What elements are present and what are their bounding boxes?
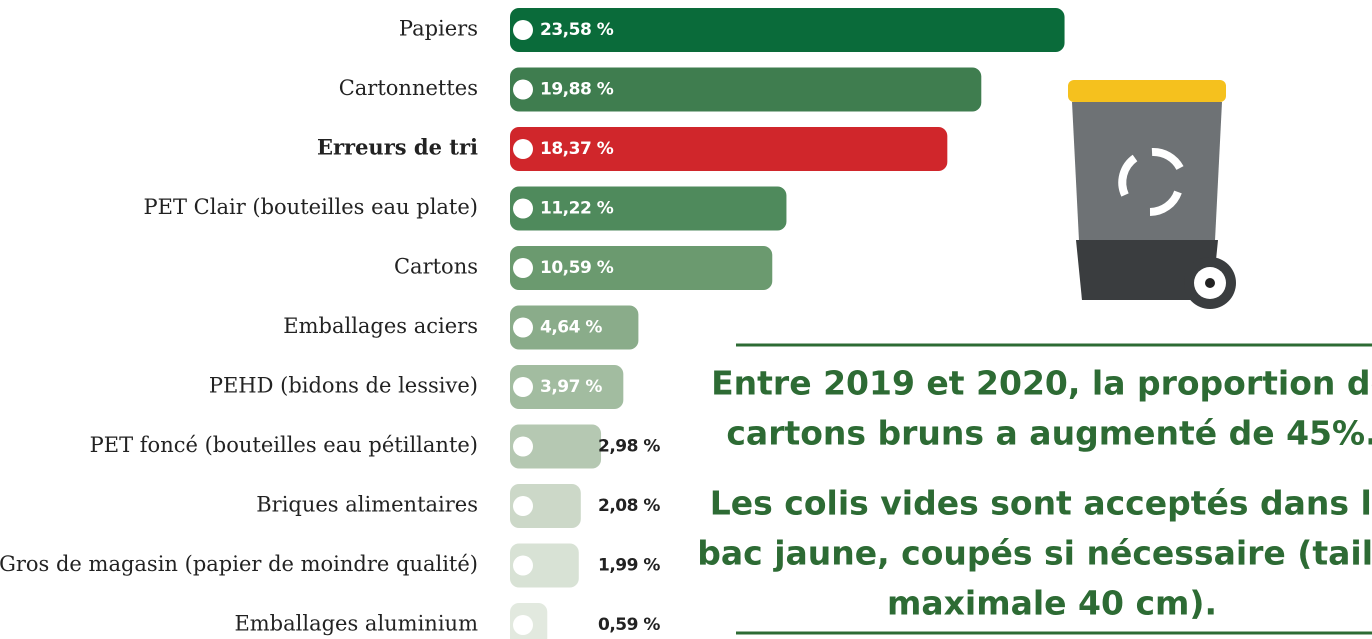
- bar-dot: [513, 496, 533, 516]
- category-label: Cartonnettes: [339, 76, 478, 100]
- annotation: bac jaune, coupés si nécessaire (taille: [697, 534, 1372, 573]
- bar: [510, 305, 639, 350]
- bar-dot: [513, 79, 533, 100]
- category-label: Gros de magasin (papier de moindre quali…: [0, 552, 478, 576]
- bar-dot: [513, 139, 533, 159]
- category-label: PEHD (bidons de lessive): [209, 374, 478, 398]
- bin-icon: [1068, 80, 1236, 309]
- category-label: Papiers: [399, 17, 478, 41]
- bar: [510, 246, 773, 290]
- category-label: Cartons: [394, 255, 478, 279]
- category-label: Briques alimentaires: [256, 493, 478, 517]
- value-label: 0,59 %: [598, 615, 660, 635]
- bar-dot: [513, 615, 533, 635]
- bar: [510, 8, 1065, 52]
- value-label: 11,22 %: [540, 199, 614, 219]
- value-label: 19,88 %: [540, 80, 614, 100]
- annotation: maximale 40 cm).: [887, 584, 1217, 623]
- bar-dot: [513, 555, 533, 576]
- bar: [510, 365, 624, 409]
- value-label: 18,37 %: [540, 139, 614, 159]
- category-label: Emballages aciers: [283, 314, 478, 338]
- bar: [510, 186, 787, 231]
- bar: [510, 424, 602, 469]
- bar-dot: [513, 436, 533, 457]
- category-label: PET foncé (bouteilles eau pétillante): [90, 433, 478, 457]
- value-label: 23,58 %: [540, 20, 614, 40]
- bar-dot: [513, 317, 533, 338]
- bar: [510, 484, 581, 528]
- value-label: 4,64 %: [540, 318, 602, 338]
- bar: [510, 67, 982, 112]
- category-label: PET Clair (bouteilles eau plate): [144, 195, 478, 219]
- category-label: Emballages aluminium: [234, 612, 478, 636]
- bar-dot: [513, 20, 533, 40]
- bar-dot: [513, 258, 533, 278]
- bar-dot: [513, 377, 533, 397]
- bar: [510, 543, 579, 588]
- bar-dot: [513, 198, 533, 219]
- value-label: 2,98 %: [598, 437, 660, 457]
- annotation: Les colis vides sont acceptés dans le: [710, 484, 1372, 523]
- category-label: Erreurs de tri: [317, 135, 478, 160]
- value-label: 2,08 %: [598, 496, 660, 516]
- annotation: Entre 2019 et 2020, la proportion de: [711, 364, 1372, 403]
- bar: [510, 127, 948, 171]
- annotation: cartons bruns a augmenté de 45%.: [726, 414, 1372, 453]
- value-label: 10,59 %: [540, 258, 614, 278]
- value-label: 1,99 %: [598, 556, 660, 576]
- value-label: 3,97 %: [540, 377, 602, 397]
